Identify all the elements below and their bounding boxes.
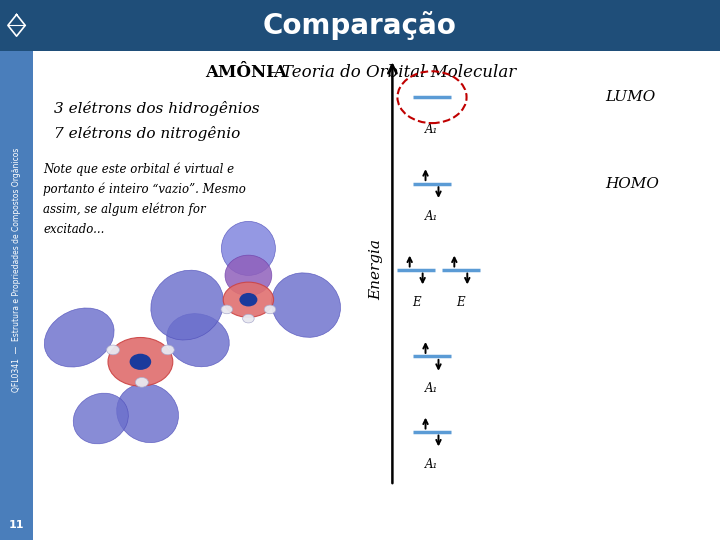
Text: 3 elétrons dos hidrogênios: 3 elétrons dos hidrogênios xyxy=(54,100,260,116)
Ellipse shape xyxy=(150,270,224,340)
Text: A₁: A₁ xyxy=(426,382,438,395)
Ellipse shape xyxy=(221,305,233,314)
Ellipse shape xyxy=(130,354,151,370)
Text: A₁: A₁ xyxy=(426,123,438,136)
Bar xyxy=(0,51,33,540)
Text: 11: 11 xyxy=(9,520,24,530)
Text: Note que este orbital é virtual e
portanto é inteiro “vazio”. Mesmo
assim, se al: Note que este orbital é virtual e portan… xyxy=(43,162,246,235)
Text: HOMO: HOMO xyxy=(605,177,659,191)
Text: A₁: A₁ xyxy=(426,210,438,222)
Bar xyxy=(0,0,720,51)
Ellipse shape xyxy=(167,314,229,367)
Ellipse shape xyxy=(117,383,179,443)
Text: A₁: A₁ xyxy=(426,458,438,471)
Ellipse shape xyxy=(107,345,120,355)
Text: E: E xyxy=(412,296,420,309)
Ellipse shape xyxy=(225,255,271,295)
Ellipse shape xyxy=(135,377,148,387)
Text: AMÔNIA: AMÔNIA xyxy=(205,64,287,81)
Ellipse shape xyxy=(223,282,274,317)
Ellipse shape xyxy=(222,221,275,275)
Bar xyxy=(0,0,33,51)
Ellipse shape xyxy=(239,293,258,306)
Text: 7 elétrons do nitrogênio: 7 elétrons do nitrogênio xyxy=(54,126,240,141)
Ellipse shape xyxy=(271,273,341,338)
Text: Energia: Energia xyxy=(369,240,384,300)
Ellipse shape xyxy=(73,393,128,444)
Text: E: E xyxy=(456,296,465,309)
Text: Comparação: Comparação xyxy=(263,11,457,40)
Ellipse shape xyxy=(108,338,173,386)
Text: QFL0341  —  Estrutura e Propriedades de Compostos Orgânicos: QFL0341 — Estrutura e Propriedades de Co… xyxy=(12,148,21,392)
Ellipse shape xyxy=(161,345,174,355)
Ellipse shape xyxy=(45,308,114,367)
Text: LUMO: LUMO xyxy=(605,90,655,104)
Ellipse shape xyxy=(264,305,276,314)
Text: – Teoria do Orbital Molecular: – Teoria do Orbital Molecular xyxy=(263,64,516,81)
Ellipse shape xyxy=(243,314,254,323)
